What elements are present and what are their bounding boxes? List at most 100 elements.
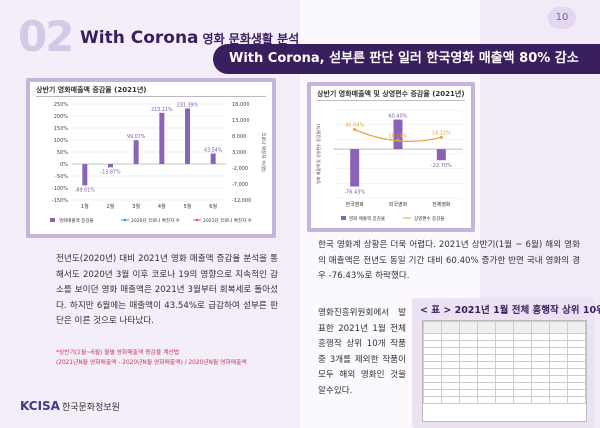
x-tick-label: 4월 (158, 203, 166, 210)
chart-monthly: 상반기 영화매출액 증감율 (2021년) 250% 200% 150% 100% 50… (30, 82, 272, 234)
y2-tick-label: 18,000 (232, 102, 250, 108)
line-data-label: 40.04% (345, 123, 364, 129)
y-axis-label: 영화 매출액 및 상영편수 증감율(%) (315, 124, 321, 184)
section-title: With Corona 영화 문화생활 분석 (80, 28, 299, 48)
data-label: 231.39% (177, 102, 199, 108)
x-tick-label: 전체영화 (432, 201, 451, 208)
y2-tick-label: -2,000 (232, 166, 248, 172)
line-point (353, 128, 357, 132)
bar (436, 149, 446, 161)
bar (350, 149, 360, 187)
data-label: 99.07% (127, 134, 146, 140)
chart-monthly-svg: 250% 200% 150% 100% 50% 0% -50% -100% -150% 18,00… (50, 102, 267, 224)
bar (82, 164, 88, 186)
x-tick-label: 외국영화 (389, 201, 408, 208)
table-row (423, 368, 586, 376)
data-label: -13.87% (100, 169, 120, 175)
legend-label: 영화매출액 증감율 (59, 217, 94, 224)
table-row (423, 347, 586, 355)
table-row (423, 396, 586, 404)
logo-mark: KCISA (20, 399, 60, 413)
data-label: 43.54% (204, 148, 223, 154)
logo-name: 한국문화정보원 (61, 403, 120, 413)
page-number: 10 (548, 7, 576, 29)
chart-title-rule (36, 96, 266, 97)
chart-category: 상반기 영화매출액 및 상영편수 증감율 (2021년) 영화 매출액 및 상영… (311, 86, 471, 228)
table-row (423, 354, 586, 362)
ranking-table-card: < 표 > 2021년 1월 전체 흥행작 상위 10위 (412, 298, 600, 428)
y-tick-label: 50% (57, 150, 68, 156)
bar (108, 164, 113, 168)
chart-monthly-title: 상반기 영화매출액 증감율 (2021년) (36, 86, 147, 94)
section-title-text: With Corona (80, 28, 199, 48)
y2-axis-label: 코로나 확진자 수(명) (260, 132, 267, 172)
bar (159, 112, 165, 164)
line-data-label: 24.12% (432, 130, 451, 136)
table-row (423, 340, 586, 348)
ranking-table-image (422, 320, 587, 422)
y-tick-label: -150% (52, 198, 68, 204)
y-tick-label: -50% (55, 174, 68, 180)
data-label: 60.40% (388, 114, 407, 120)
x-tick-label: 3월 (132, 203, 140, 210)
table-row (423, 375, 586, 383)
right-paragraph-1: 한국 영화계 상황은 더욱 어렵다. 2021년 상반기(1월 ~ 6월) 해외… (318, 240, 580, 281)
legend-label: 영화 매출액 증감율 (349, 215, 385, 222)
headline-banner: With Corona, 섣부른 판단 일러 한국영화 매출액 80% 감소 (213, 44, 600, 74)
x-tick-label: 6월 (209, 203, 217, 210)
bar (393, 119, 403, 150)
ranking-table-title: < 표 > 2021년 1월 전체 흥행작 상위 10위 (420, 305, 600, 316)
legend-swatch (50, 218, 55, 222)
legend-label: 2021년 코로나 확진자 수 (203, 217, 252, 224)
y-tick-label: 150% (54, 126, 69, 132)
line-point (396, 138, 400, 142)
y2-tick-label: 8,000 (232, 134, 246, 140)
y-tick-label: -100% (52, 186, 68, 192)
section-number: 02 (18, 12, 74, 61)
legend-marker (195, 218, 199, 222)
section-subtitle: 영화 문화생활 분석 (202, 32, 300, 46)
kcisa-logo: KCISA 한국문화정보원 (20, 399, 120, 413)
line-data-label: 18.10% (388, 133, 407, 139)
x-tick-label: 한국영화 (345, 201, 364, 208)
line-point (439, 135, 443, 139)
legend-marker (123, 218, 127, 222)
y2-tick-label: -7,000 (232, 182, 248, 188)
y2-tick-label: -12,000 (232, 198, 251, 204)
right-paragraph-2: 영화진흥위원회에서 발표한 2021년 1월 전체 흥행작 상위 10개 작품 … (318, 308, 406, 396)
legend-label: 상영편수 증감율 (414, 215, 444, 222)
legend-swatch (341, 216, 346, 220)
y-tick-label: 100% (54, 138, 69, 144)
x-tick-label: 1월 (81, 203, 89, 210)
bar (185, 108, 190, 164)
chart-category-title: 상반기 영화매출액 및 상영편수 증감율 (2021년) (317, 90, 465, 98)
formula-note-line: (2021년N월 영화매출액 - 2020년N월 영화매출액) / 2020년N… (56, 360, 247, 366)
x-tick-label: 5월 (184, 203, 192, 210)
data-label: -76.43% (344, 189, 365, 195)
data-label: 213.21% (151, 107, 173, 113)
x-tick-label: 2월 (107, 203, 115, 210)
chart-category-frame: 상반기 영화매출액 및 상영편수 증감율 (2021년) 영화 매출액 및 상영… (307, 82, 475, 232)
y2-tick-label: 13,000 (232, 118, 250, 124)
formula-note: *상반기(1월~6월) 월별 영화매출액 증감율 계산법 (2021년N월 영화… (56, 348, 286, 368)
table-row (423, 333, 586, 341)
table-header-row (423, 321, 586, 334)
formula-note-line: *상반기(1월~6월) 월별 영화매출액 증감율 계산법 (56, 350, 180, 356)
table-row (423, 389, 586, 397)
chart-category-svg: 영화 매출액 및 상영편수 증감율(%) -76.43% 한국영화 60.40% 외국영… (315, 109, 463, 222)
bar (210, 153, 216, 164)
data-label: -89.01% (75, 187, 95, 193)
chart-monthly-frame: 상반기 영화매출액 증감율 (2021년) 250% 200% 150% 100% 50… (26, 78, 276, 238)
ranking-table (423, 321, 586, 404)
legend-label: 2020년 코로나 확진자 수 (131, 217, 180, 224)
table-row (423, 382, 586, 390)
y-tick-label: 200% (54, 114, 69, 120)
table-row (423, 361, 586, 369)
chart-title-rule (317, 100, 465, 101)
left-paragraph: 전년도(2020년) 대비 2021년 영화 매출액 증감율 분석을 통해서도 … (56, 254, 278, 326)
bar (133, 140, 139, 164)
y-tick-label: 250% (54, 102, 69, 108)
y2-tick-label: 3,000 (232, 150, 246, 156)
y-tick-label: 0% (60, 162, 68, 168)
